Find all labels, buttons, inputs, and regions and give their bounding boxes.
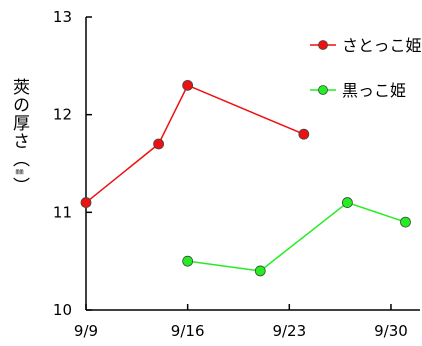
y-tick-label: 11 — [53, 203, 72, 221]
x-tick-label: 9/30 — [374, 322, 408, 340]
data-point-2 — [341, 197, 353, 208]
data-point-1 — [153, 138, 165, 150]
y-tick-label: 12 — [53, 106, 72, 124]
data-point-1 — [182, 79, 194, 91]
y-tick-label: 13 — [53, 8, 72, 26]
legend-swatch-marker — [318, 40, 328, 50]
legend-swatch-marker — [318, 85, 328, 95]
y-axis-label-close: ） — [9, 177, 29, 195]
y-axis-label: 莢の厚さ（㎜） — [8, 78, 30, 195]
data-point-2 — [254, 265, 266, 277]
axes — [85, 16, 420, 311]
data-point-1 — [298, 128, 310, 140]
series-line-1 — [85, 84, 305, 204]
data-point-2 — [400, 216, 411, 228]
legend-label: さとっこ姫 — [342, 36, 422, 55]
tick-labels: 10 11 12 13 9/9 9/16 9/23 9/30 — [53, 8, 408, 340]
data-point-1 — [80, 197, 92, 208]
series-layer — [80, 79, 411, 277]
x-tick-label: 9/9 — [74, 322, 98, 340]
data-point-2 — [182, 255, 194, 267]
series-line-2 — [187, 201, 406, 272]
x-tick-label: 9/16 — [171, 322, 205, 340]
y-axis-label-unit: ㎜ — [15, 168, 24, 177]
legend-label: 黒っこ姫 — [342, 81, 406, 100]
y-tick-label: 10 — [53, 301, 72, 319]
x-tick-label: 9/23 — [272, 322, 306, 340]
y-axis-label-text: 莢の厚さ（ — [9, 78, 29, 168]
